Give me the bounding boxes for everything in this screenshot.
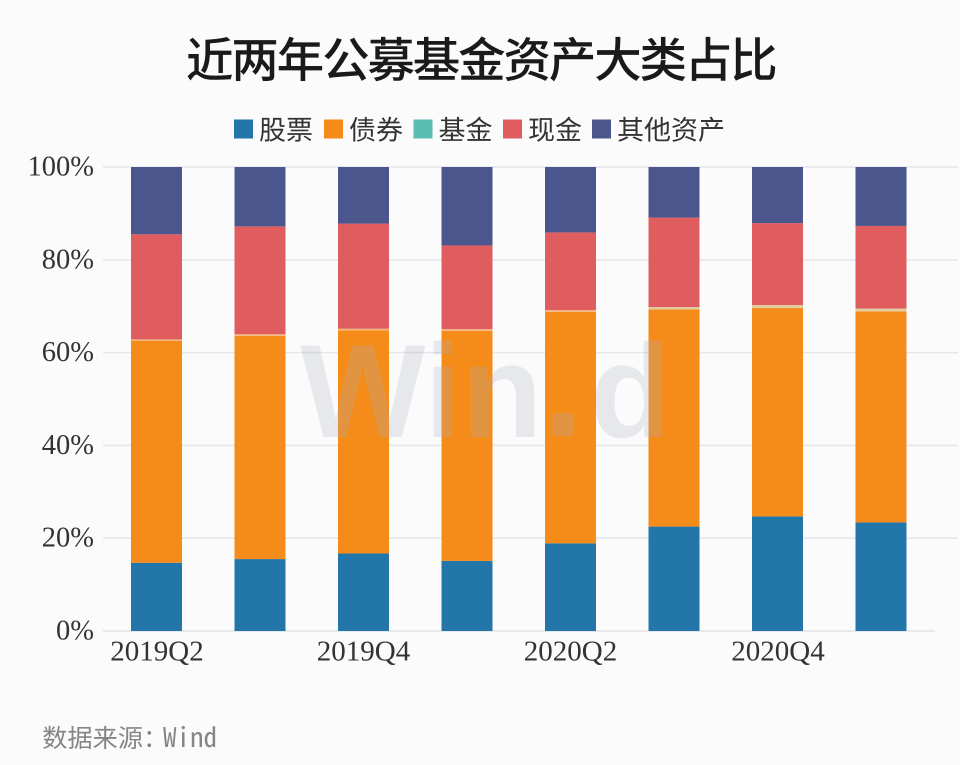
svg-text:Win: Win (300, 318, 543, 466)
svg-text:0%: 0% (56, 616, 94, 647)
svg-text:40%: 40% (42, 430, 94, 461)
svg-text:100%: 100% (28, 152, 95, 183)
svg-text:60%: 60% (42, 337, 94, 368)
svg-text:20%: 20% (42, 523, 94, 554)
svg-text:2020Q4: 2020Q4 (731, 636, 825, 668)
svg-text:2020Q2: 2020Q2 (524, 636, 617, 668)
svg-text:2019Q2: 2019Q2 (110, 636, 203, 668)
svg-text:80%: 80% (42, 244, 94, 275)
svg-text:d: d (590, 318, 671, 466)
svg-text:2019Q4: 2019Q4 (317, 636, 411, 668)
